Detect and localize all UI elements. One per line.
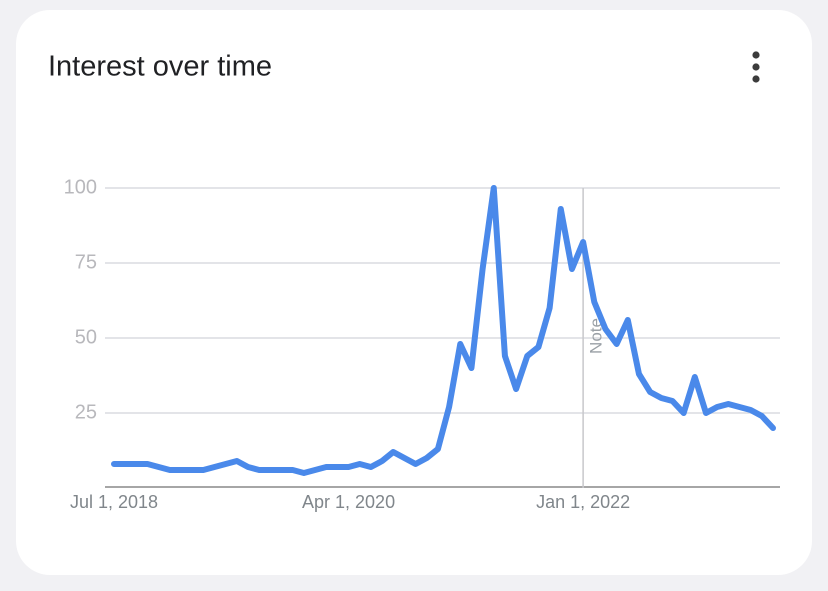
chart-title: Interest over time	[48, 51, 272, 83]
y-tick-label: 25	[75, 401, 97, 423]
data-line	[111, 185, 776, 476]
y-tick-label: 100	[64, 176, 97, 198]
y-tick-label: 75	[75, 251, 97, 273]
y-tick-label: 50	[75, 326, 97, 348]
annotation-label: Note	[587, 318, 606, 354]
x-tick-label: Apr 1, 2020	[302, 492, 395, 512]
menu-dot[interactable]	[752, 51, 760, 59]
menu-dot[interactable]	[752, 75, 760, 83]
menu-dot[interactable]	[752, 63, 760, 71]
x-tick-label: Jan 1, 2022	[536, 492, 630, 512]
menu-button[interactable]	[752, 51, 760, 83]
x-tick-label: Jul 1, 2018	[70, 492, 158, 512]
card-background	[16, 10, 812, 575]
